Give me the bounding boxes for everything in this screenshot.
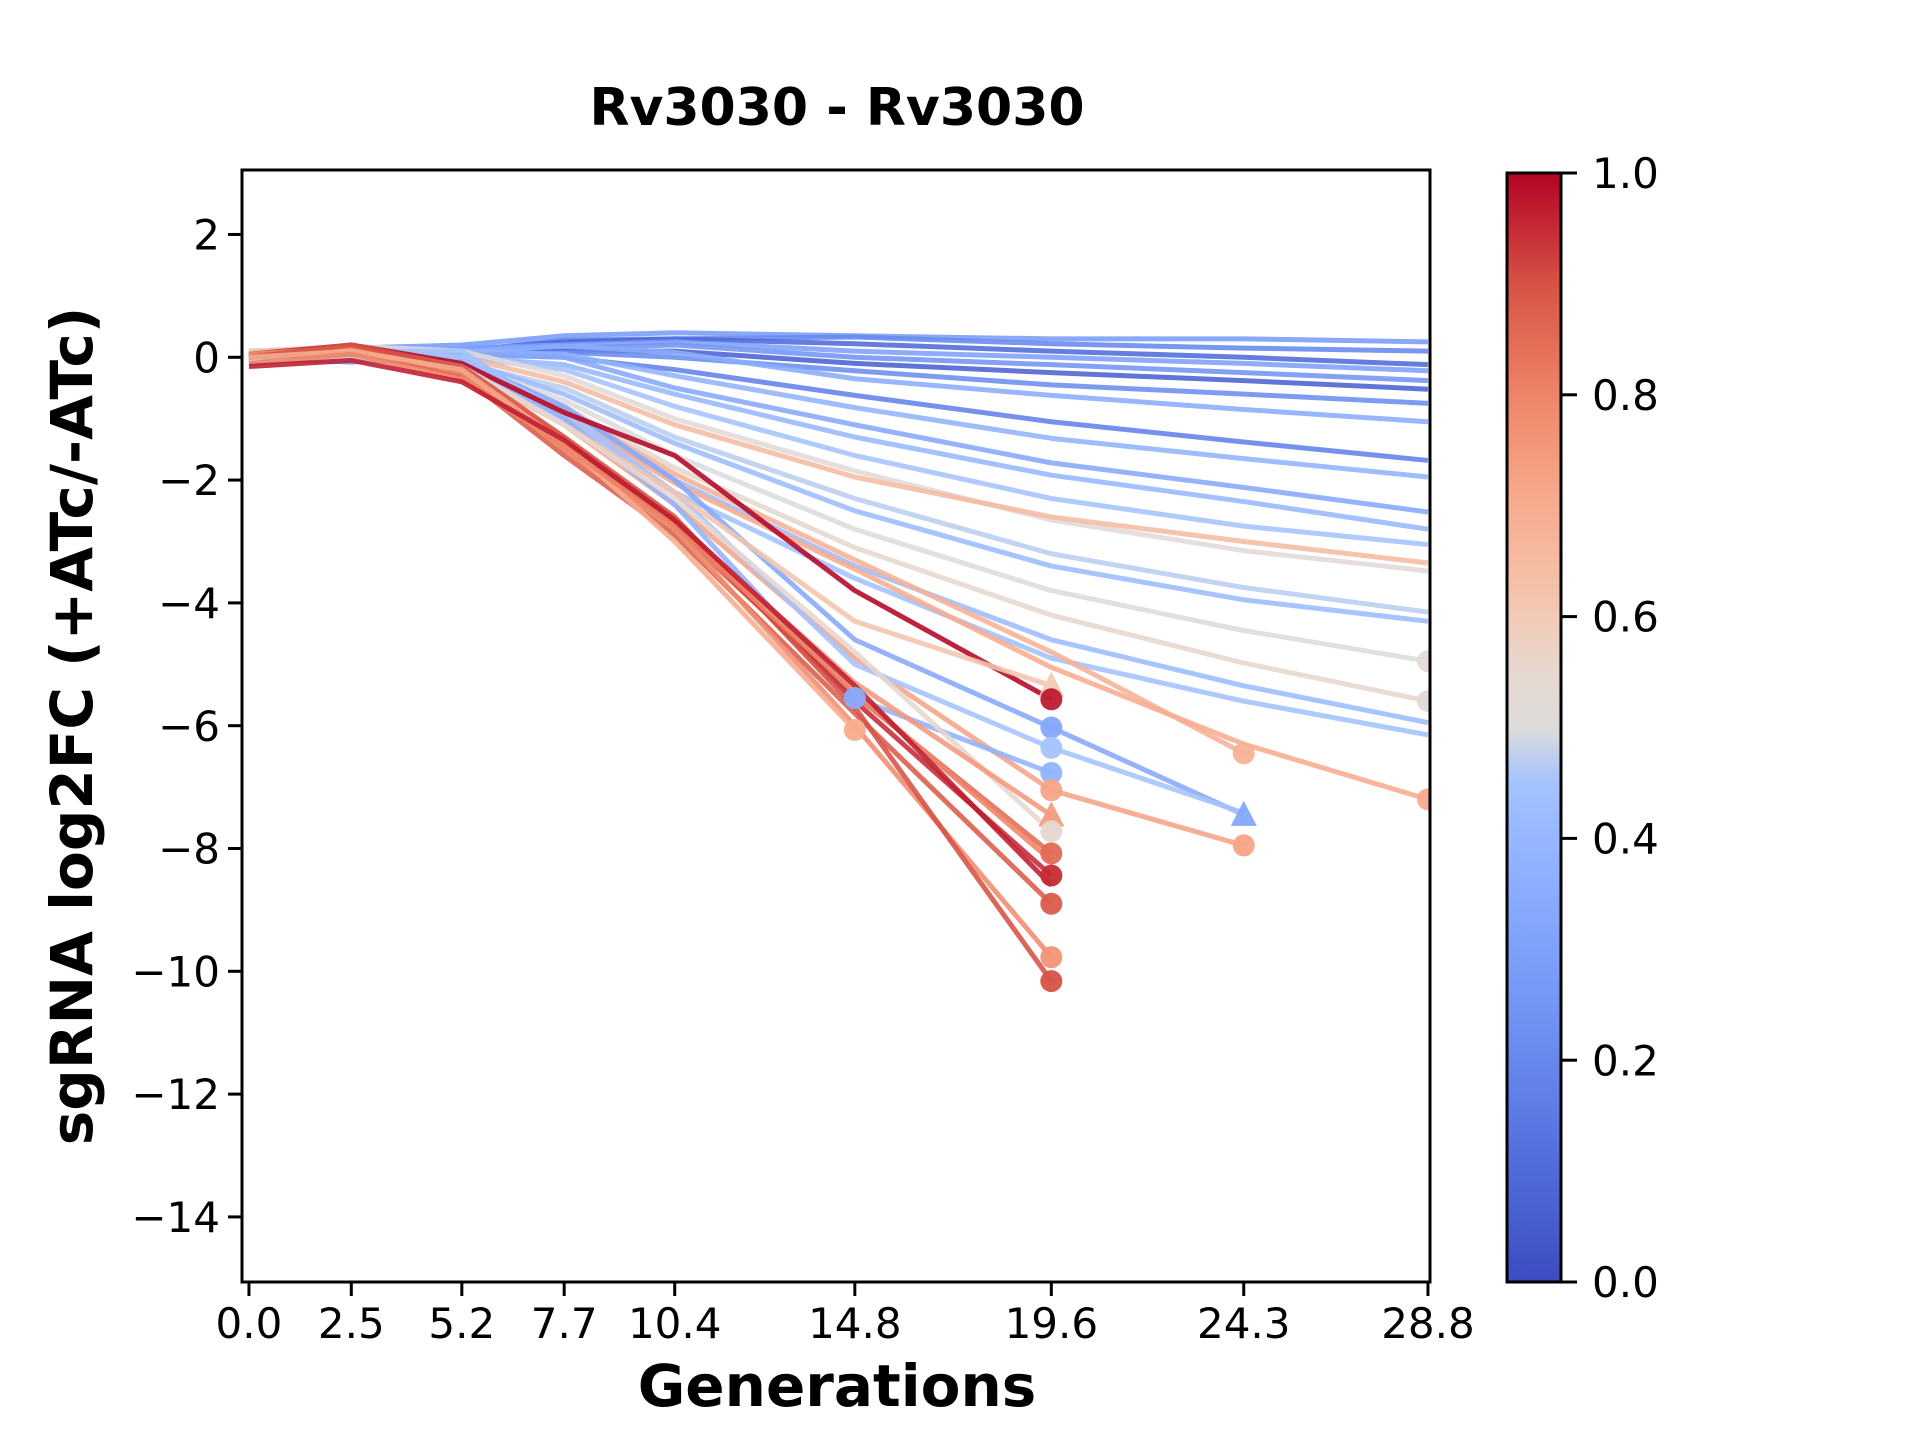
y-axis-label: sgRNA log2FC (+ATc/-ATc) bbox=[38, 306, 106, 1146]
end-marker-circle-18 bbox=[1416, 650, 1430, 673]
colorbar-outline bbox=[1505, 171, 1563, 1284]
x-tick-label: 19.6 bbox=[1005, 1299, 1099, 1348]
series-line-38 bbox=[248, 357, 1054, 888]
y-tick-label: 2 bbox=[193, 211, 220, 260]
y-axis: 2 0 −2 −4 −6 −8 −10 −12 −14 bbox=[131, 211, 242, 1242]
colorbar: 0.0 0.2 0.4 0.6 0.8 1.0 bbox=[1505, 149, 1659, 1307]
end-marker-triangle-8 bbox=[1038, 801, 1065, 827]
colorbar-tick-label: 0.2 bbox=[1592, 1036, 1659, 1085]
colorbar-tick-label: 0.8 bbox=[1592, 371, 1659, 420]
colorbar-gradient-bar bbox=[1507, 173, 1561, 1282]
y-tick-label: −6 bbox=[158, 702, 220, 751]
y-tick-label: 0 bbox=[193, 333, 220, 382]
y-tick-label: −4 bbox=[158, 579, 220, 628]
x-axis-label: Generations bbox=[637, 1352, 1037, 1420]
chart-title: Rv3030 - Rv3030 bbox=[589, 78, 1085, 138]
end-marker-circle-10 bbox=[1040, 842, 1063, 865]
end-marker-circle-19 bbox=[1416, 690, 1430, 713]
end-marker-circle-13 bbox=[1040, 946, 1063, 969]
end-marker-circle-9 bbox=[1040, 820, 1063, 843]
end-marker-circle-6 bbox=[1040, 761, 1063, 784]
y-tick-label: −14 bbox=[131, 1193, 220, 1242]
x-tick-label: 5.2 bbox=[428, 1299, 495, 1348]
end-marker-circle-11 bbox=[1040, 864, 1063, 887]
x-tick-label: 7.7 bbox=[531, 1299, 598, 1348]
x-tick-label: 0.0 bbox=[216, 1299, 283, 1348]
colorbar-tick-label: 1.0 bbox=[1592, 149, 1659, 198]
end-marker-circle-14 bbox=[1040, 970, 1063, 993]
y-tick-label: −12 bbox=[131, 1070, 220, 1119]
end-marker-circle-15 bbox=[1232, 742, 1255, 765]
x-tick-label: 2.5 bbox=[318, 1299, 385, 1348]
end-marker-circle-20 bbox=[1416, 788, 1430, 811]
end-marker-circle-5 bbox=[1040, 736, 1063, 759]
end-marker-circle-7 bbox=[1040, 779, 1063, 802]
end-markers bbox=[843, 650, 1430, 993]
end-marker-circle-12 bbox=[1040, 892, 1063, 915]
colorbar-tick-label: 0.4 bbox=[1592, 815, 1659, 864]
end-marker-circle-17 bbox=[1232, 834, 1255, 857]
end-marker-circle-0 bbox=[843, 687, 866, 710]
x-tick-label: 24.3 bbox=[1197, 1299, 1291, 1348]
x-tick-label: 28.8 bbox=[1381, 1299, 1475, 1348]
end-marker-circle-4 bbox=[1040, 716, 1063, 739]
colorbar-tick-label: 0.0 bbox=[1592, 1258, 1659, 1307]
colorbar-tick-label: 0.6 bbox=[1592, 593, 1659, 642]
x-tick-label: 14.8 bbox=[808, 1299, 902, 1348]
y-tick-label: −8 bbox=[158, 825, 220, 874]
series-line-13 bbox=[248, 343, 1429, 574]
x-axis: 0.0 2.5 5.2 7.7 10.4 14.8 19.6 24.3 28.8 bbox=[216, 1282, 1475, 1348]
y-tick-label: −10 bbox=[131, 947, 220, 996]
x-tick-label: 10.4 bbox=[628, 1299, 722, 1348]
series-lines bbox=[248, 330, 1429, 983]
end-marker-circle-1 bbox=[843, 718, 866, 741]
y-tick-label: −2 bbox=[158, 456, 220, 505]
end-marker-circle-3 bbox=[1040, 688, 1063, 711]
series-line-22 bbox=[248, 345, 1429, 802]
end-marker-triangle-16 bbox=[1230, 800, 1257, 826]
series-line-36 bbox=[248, 348, 857, 732]
